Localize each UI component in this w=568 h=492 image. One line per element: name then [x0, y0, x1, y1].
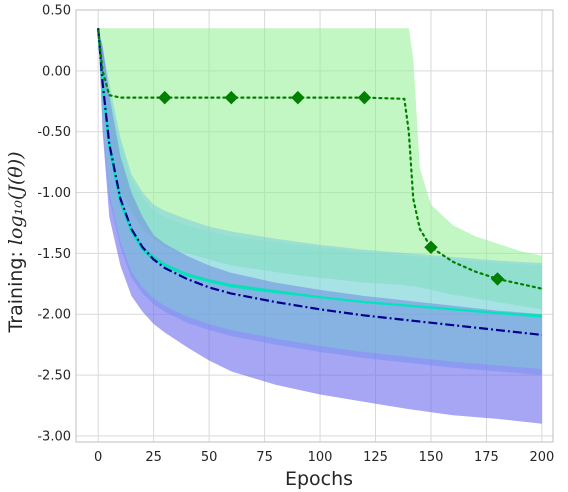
diamond-marker	[424, 240, 438, 255]
line-dashdot-navy	[97, 28, 543, 337]
x-tick-label: 0	[94, 450, 102, 465]
y-tick-label: 0.50	[42, 4, 71, 19]
y-tick-label: -0.50	[37, 125, 71, 140]
x-tick-label: 125	[363, 450, 388, 465]
diamond-marker	[224, 90, 239, 105]
x-tick-label: 75	[256, 450, 273, 465]
diamond-marker	[158, 90, 172, 105]
diamond-marker	[490, 272, 505, 286]
x-axis-label: Epochs	[285, 468, 353, 490]
y-tick-label: -2.00	[37, 308, 71, 323]
x-tick-labels: 0 25 50 75 100 125 150 175 200	[94, 450, 554, 465]
y-axis-label: Training: log₁₀(J(θ))	[5, 151, 27, 333]
band-dotted-diamond	[98, 28, 542, 310]
x-tick-label: 100	[308, 450, 333, 465]
diamond-marker	[357, 90, 372, 105]
x-tick-label: 25	[145, 450, 162, 465]
y-axis-label-prefix: Training:	[5, 245, 27, 333]
y-tick-label: -3.00	[37, 429, 71, 444]
x-tick-label: 50	[201, 450, 218, 465]
y-tick-label: 0.00	[42, 64, 71, 79]
y-tick-label: -2.50	[37, 369, 71, 384]
y-tick-label: -1.50	[37, 247, 71, 262]
series-lines	[97, 28, 544, 337]
band-dashdot-navy	[98, 28, 542, 424]
x-tick-label: 200	[529, 450, 554, 465]
uncertainty-bands	[98, 28, 542, 424]
y-axis-label-math: log₁₀(J(θ))	[5, 151, 27, 245]
y-tick-labels: 0.50 0.00 -0.50 -1.00 -1.50 -2.00 -2.50 -3.00	[37, 4, 71, 445]
axes-border	[75, 9, 554, 443]
diamond-marker	[291, 90, 305, 105]
line-dotted-diamond	[97, 29, 544, 290]
y-tick-label: -1.00	[37, 186, 71, 201]
x-tick-label: 175	[474, 450, 499, 465]
plot-frame	[75, 9, 554, 443]
series-markers	[158, 90, 505, 286]
band-solid-cyan	[98, 28, 542, 369]
x-tick-label: 150	[419, 450, 444, 465]
